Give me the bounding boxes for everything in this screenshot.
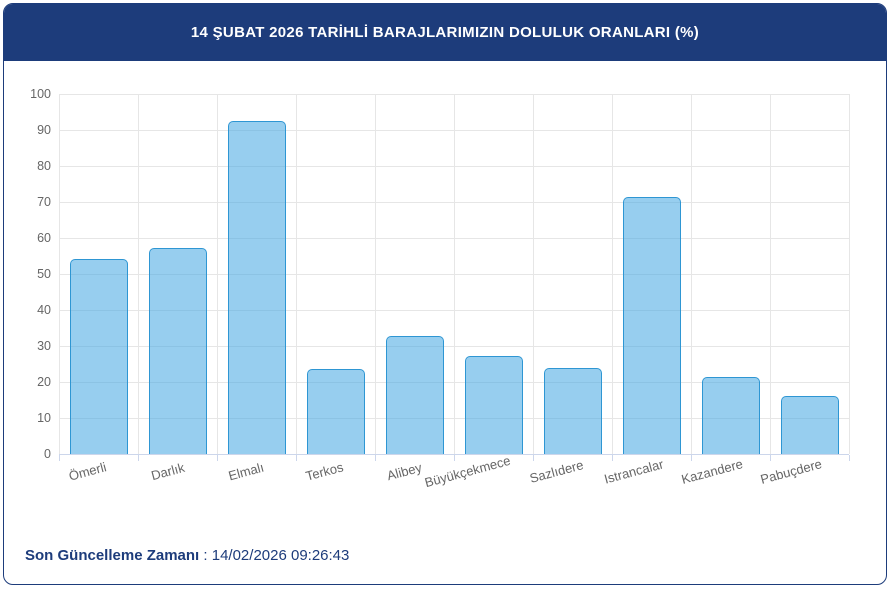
gridline-vertical [138, 94, 139, 454]
x-axis-tick [296, 455, 297, 461]
chart-bar[interactable] [385, 335, 444, 454]
x-axis-tick [138, 455, 139, 461]
y-axis-tick-label: 20 [37, 375, 51, 389]
x-axis-category-label: Kazandere [679, 456, 744, 487]
x-axis-category-label: Sazlıdere [527, 457, 585, 486]
gridline-vertical [533, 94, 534, 454]
x-axis-tick [217, 455, 218, 461]
x-axis-category-label: Darlık [148, 459, 186, 484]
chart-bar[interactable] [306, 369, 365, 454]
chart-title: 14 ŞUBAT 2026 TARİHLİ BARAJLARIMIZIN DOL… [190, 24, 700, 41]
gridline-vertical [375, 94, 376, 454]
gridline-vertical [296, 94, 297, 454]
chart-bar[interactable] [622, 196, 681, 454]
x-axis-category-label: Ömerli [66, 459, 108, 484]
chart-bar[interactable] [148, 248, 207, 454]
chart-bar[interactable] [69, 259, 128, 454]
gridline-vertical [691, 94, 692, 454]
x-axis-tick [375, 455, 376, 461]
dam-fill-chart-card: 14 ŞUBAT 2026 TARİHLİ BARAJLARIMIZIN DOL… [3, 3, 887, 585]
x-axis-tick [849, 455, 850, 461]
plot-area [59, 94, 850, 461]
x-axis-category-label: Büyükçekmece [422, 452, 512, 491]
last-update: Son Güncelleme Zamanı : 14/02/2026 09:26… [25, 547, 349, 564]
x-axis-tick [770, 455, 771, 461]
last-update-separator: : [199, 547, 212, 564]
chart-bar[interactable] [227, 121, 286, 454]
bar-chart: 0 10 20 30 40 50 60 70 80 90 100 Ömerli Darlık Elmal… [4, 61, 886, 584]
chart-bar[interactable] [543, 368, 602, 454]
y-axis-tick-label: 0 [44, 447, 51, 461]
chart-bar[interactable] [780, 396, 839, 454]
chart-bar[interactable] [464, 356, 523, 454]
x-axis-tick [59, 455, 60, 461]
x-axis-category-label: Pabuçdere [758, 456, 823, 487]
x-axis-tick [454, 455, 455, 461]
x-axis-category-label: Istrancalar [602, 456, 665, 487]
y-axis-labels: 0 10 20 30 40 50 60 70 80 90 100 [4, 87, 51, 461]
y-axis-tick-label: 10 [37, 411, 51, 425]
chart-title-bar: 14 ŞUBAT 2026 TARİHLİ BARAJLARIMIZIN DOL… [4, 4, 886, 61]
gridline-vertical [770, 94, 771, 454]
x-axis-category-label: Alibey [384, 459, 423, 484]
x-axis-line [59, 454, 849, 455]
y-axis-tick-label: 100 [30, 87, 51, 101]
y-axis-tick-label: 30 [37, 339, 51, 353]
last-update-value: 14/02/2026 09:26:43 [211, 547, 350, 564]
gridline-vertical [454, 94, 455, 454]
gridline-vertical [612, 94, 613, 454]
x-axis-tick [533, 455, 534, 461]
x-axis-tick [612, 455, 613, 461]
gridline-vertical [59, 94, 60, 454]
gridline-vertical [217, 94, 218, 454]
y-axis-tick-label: 70 [37, 195, 51, 209]
y-axis-tick-label: 60 [37, 231, 51, 245]
x-axis-tick [691, 455, 692, 461]
y-axis-tick-label: 50 [37, 267, 51, 281]
chart-bar[interactable] [701, 376, 760, 454]
x-axis-category-label: Elmalı [226, 459, 266, 484]
y-axis-tick-label: 90 [37, 123, 51, 137]
y-axis-tick-label: 40 [37, 303, 51, 317]
x-axis-labels: Ömerli Darlık Elmalı Terkos Alibey Büyükçekme… [59, 453, 849, 506]
x-axis-category-label: Terkos [303, 459, 345, 484]
last-update-label: Son Güncelleme Zamanı [25, 547, 200, 564]
gridline-vertical [849, 94, 850, 454]
y-axis-tick-label: 80 [37, 159, 51, 173]
